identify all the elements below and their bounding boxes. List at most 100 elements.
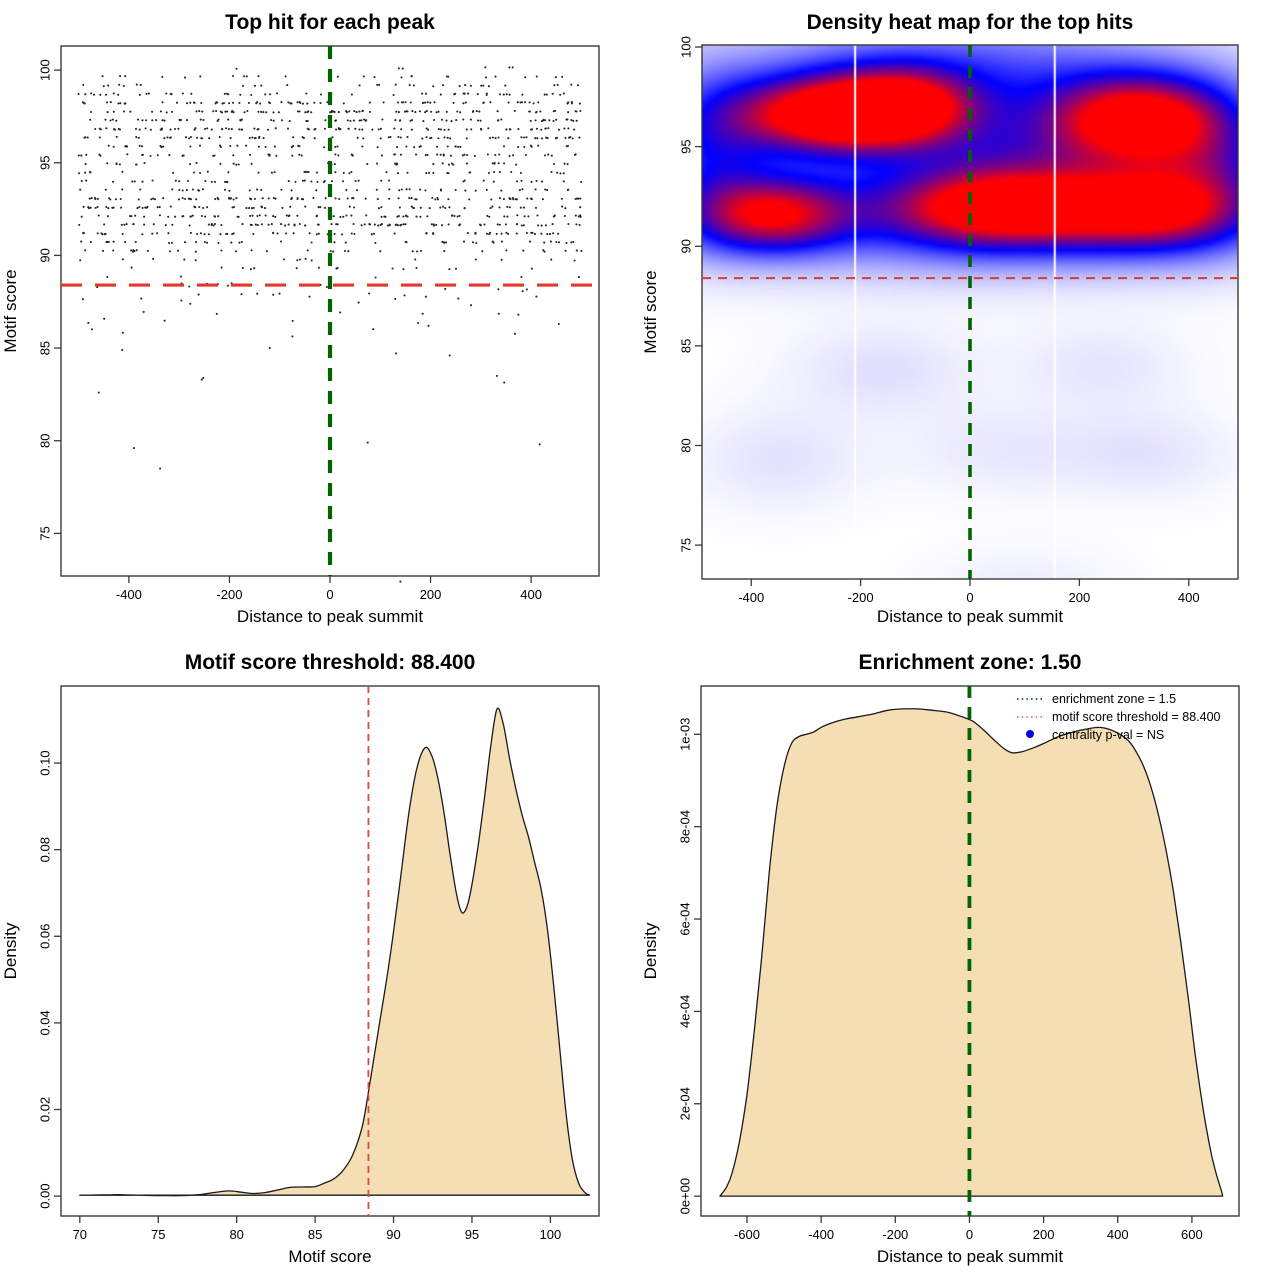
scatter-point	[497, 312, 500, 315]
scatter-point	[457, 297, 460, 300]
scatter-point	[432, 85, 435, 88]
y-tick-label: 0.08	[38, 837, 53, 862]
scatter-point	[238, 241, 241, 244]
scatter-point	[219, 233, 222, 236]
scatter-point	[278, 292, 281, 295]
scatter-point	[379, 250, 382, 253]
scatter-point	[563, 214, 566, 218]
scatter-point	[442, 241, 445, 244]
scatter-point	[158, 214, 161, 217]
scatter-point	[337, 127, 340, 130]
scatter-point	[442, 205, 445, 208]
scatter-point	[257, 75, 260, 78]
scatter-point	[202, 206, 205, 210]
scatter-point	[213, 154, 216, 157]
scatter-point	[360, 119, 363, 122]
scatter-point	[84, 171, 87, 174]
distance-density-plot-area: -600 -400 -200 0 200 400 600 0e+00 2e-04 4e-04 6e-…	[678, 685, 1240, 1242]
scatter-point	[552, 162, 556, 165]
scatter-point	[414, 258, 417, 261]
scatter-point	[183, 258, 186, 261]
scatter-point	[296, 214, 299, 217]
scatter-point	[207, 223, 210, 226]
scatter-point	[548, 119, 551, 122]
scatter-point	[243, 111, 246, 114]
scatter-point	[512, 198, 515, 201]
scatter-point	[447, 223, 450, 226]
scatter-point	[221, 102, 224, 105]
scatter-point	[557, 322, 560, 326]
scatter-point	[352, 197, 355, 200]
scatter-point	[226, 92, 229, 95]
scatter-point	[354, 127, 357, 130]
scatter-point	[525, 136, 528, 139]
scatter-point	[180, 299, 183, 302]
scatter-point	[398, 189, 401, 192]
scatter-point	[425, 136, 428, 139]
scatter-point	[530, 180, 533, 183]
scatter-point	[548, 233, 552, 236]
scatter-point	[179, 275, 182, 278]
scatter-point	[443, 136, 446, 139]
scatter-point	[411, 250, 414, 253]
scatter-point	[288, 214, 291, 217]
scatter-point	[459, 111, 462, 114]
legend-centrality-pval-label: centrality p-val = NS	[1052, 728, 1164, 742]
scatter-point	[89, 171, 92, 174]
scatter-point	[194, 259, 197, 262]
scatter-point	[239, 119, 242, 122]
scatter-point	[329, 250, 332, 253]
scatter-point	[515, 232, 518, 235]
scatter-point	[82, 83, 85, 86]
scatter-point	[135, 83, 138, 86]
scatter-point	[226, 110, 229, 113]
scatter-point	[257, 171, 260, 174]
scatter-point	[431, 196, 434, 199]
scatter-point	[169, 205, 172, 208]
scatter-point	[470, 128, 473, 131]
scatter-point	[298, 110, 301, 113]
scatter-point	[394, 223, 397, 227]
scatter-point	[98, 136, 101, 139]
scatter-point	[580, 249, 583, 253]
scatter-point	[498, 171, 501, 174]
scatter-point	[566, 144, 570, 148]
x-tick-label: 0	[966, 590, 973, 605]
scatter-point	[371, 128, 374, 131]
scatter-point	[352, 119, 355, 122]
scatter-point	[256, 188, 259, 191]
scatter-point	[448, 354, 451, 357]
scatter-point	[189, 231, 192, 234]
scatter-point	[561, 205, 564, 208]
scatter-point	[475, 241, 478, 245]
scatter-point	[256, 292, 259, 295]
scatter-point	[493, 161, 496, 165]
scatter-point	[265, 250, 268, 253]
scatter-point	[509, 197, 512, 201]
y-tick-label: 0.04	[38, 1010, 53, 1035]
scatter-point	[442, 154, 445, 157]
scatter-point	[354, 179, 357, 183]
scatter-point	[406, 171, 409, 174]
scatter-point	[234, 250, 238, 253]
scatter-point	[270, 223, 273, 226]
scatter-point	[530, 128, 533, 131]
scatter-point	[404, 240, 407, 243]
scatter-point	[197, 293, 200, 296]
scatter-point	[249, 198, 253, 201]
scatter-point	[486, 153, 489, 156]
scatter-point	[177, 249, 180, 252]
scatter-point	[112, 249, 115, 252]
scatter-point	[293, 223, 296, 226]
x-tick-label: -400	[738, 590, 764, 605]
scatter-point	[166, 136, 169, 139]
scatter-point	[82, 231, 85, 234]
scatter-point	[121, 232, 124, 236]
scatter-point	[292, 136, 295, 139]
scatter-point	[296, 101, 299, 104]
scatter-point	[212, 110, 215, 113]
scatter-point	[399, 580, 402, 583]
scatter-point	[161, 75, 164, 78]
scatter-point	[465, 162, 469, 165]
scatter-point	[165, 92, 168, 95]
